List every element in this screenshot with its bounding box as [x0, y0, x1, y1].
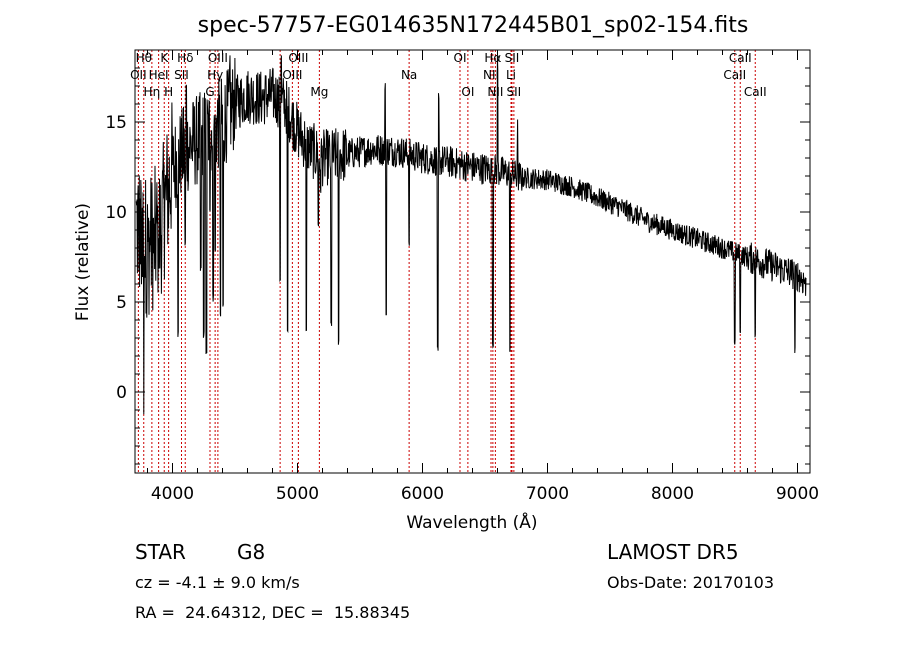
y-axis-label: Flux (relative) [73, 203, 93, 321]
spectral-line-labels: OIIHθHηHeIKHSIIHδGHγOIIIβOIIIOIIIMgNaOIO… [130, 51, 767, 99]
x-tick-label: 8000 [651, 484, 694, 504]
spectral-line-label: Mg [310, 85, 328, 99]
y-tick-label: 15 [105, 113, 127, 133]
spectral-line-label: OIII [208, 51, 228, 65]
spectral-line-label: Hδ [177, 51, 193, 65]
spectral-line-label: HeI [149, 68, 169, 82]
spectral-line-label: Hα [484, 51, 501, 65]
spectral-subclass: G8 [237, 540, 266, 564]
spectral-line-label: SII [174, 68, 189, 82]
spectral-line-label: CaII [744, 85, 767, 99]
spectral-line-label: G [205, 85, 214, 99]
spectral-line-label: Hθ [136, 51, 152, 65]
spectral-line-label: OIII [282, 68, 302, 82]
spectral-line-label: NII [483, 68, 499, 82]
x-tick-label: 5000 [276, 484, 319, 504]
spectral-line-label: Hη [144, 85, 161, 99]
chart-title: spec-57757-EG014635N172445B01_sp02-154.f… [198, 13, 749, 38]
spectrum-line [135, 55, 807, 415]
x-axis-label: Wavelength (Å) [406, 511, 537, 533]
redshift-velocity: cz = -4.1 ± 9.0 km/s [135, 573, 300, 592]
x-tick-label: 7000 [526, 484, 569, 504]
spectral-line-label: CaII [729, 51, 752, 65]
spectral-line-label: H [164, 85, 173, 99]
spectral-line-label: OIII [288, 51, 308, 65]
spectral-line-label: OI [454, 51, 467, 65]
spectral-line-markers [137, 50, 756, 473]
spectral-line-label: SII [507, 85, 522, 99]
axis-ticks [135, 50, 810, 473]
spectral-line-label: NII [487, 85, 503, 99]
spectral-line-label: SII [505, 51, 520, 65]
spectral-line-label: Hγ [207, 68, 223, 82]
spectral-line-label: β [276, 85, 284, 99]
survey-name: LAMOST DR5 [607, 540, 739, 564]
observation-date: Obs-Date: 20170103 [607, 573, 775, 592]
y-tick-label: 10 [105, 203, 127, 223]
y-tick-label: 5 [116, 293, 127, 313]
coordinates: RA = 24.64312, DEC = 15.88345 [135, 603, 411, 622]
object-class: STAR [135, 540, 186, 564]
spectral-line-label: K [160, 51, 169, 65]
x-tick-label: 4000 [151, 484, 194, 504]
y-tick-label: 0 [116, 383, 127, 403]
x-tick-label: 9000 [776, 484, 819, 504]
spectral-line-label: Li [506, 68, 516, 82]
x-tick-labels: 4000 5000 6000 7000 8000 9000 [151, 484, 819, 504]
spectral-line-label: CaII [723, 68, 746, 82]
spectral-line-label: OI [461, 85, 474, 99]
x-tick-label: 6000 [401, 484, 444, 504]
spectral-line-label: OII [130, 68, 147, 82]
spectral-line-label: Na [401, 68, 417, 82]
y-tick-labels: 0 5 10 15 [105, 113, 127, 403]
